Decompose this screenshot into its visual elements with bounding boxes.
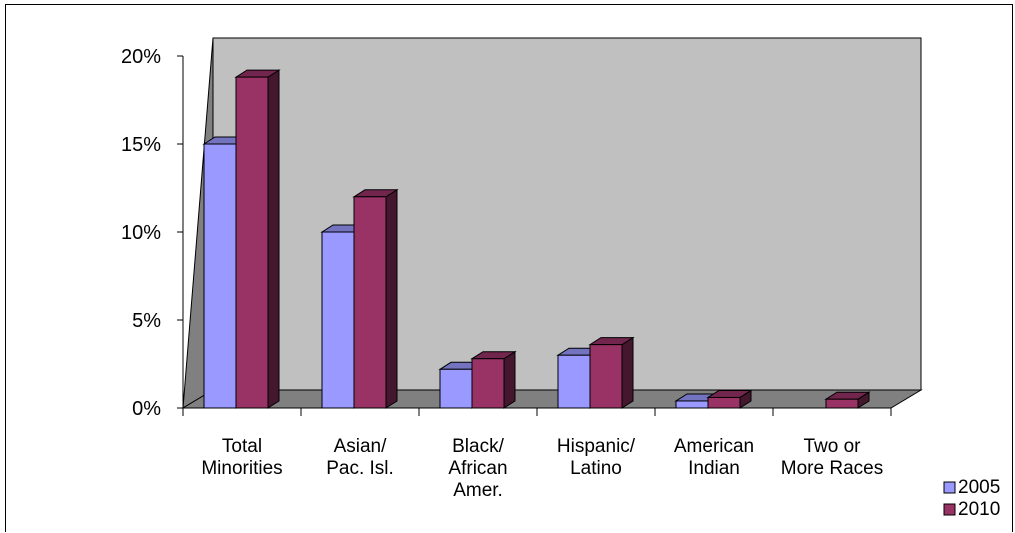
bar-front-face <box>675 400 709 409</box>
y-tick-label: 15% <box>121 134 161 156</box>
bar-front-face <box>707 396 741 409</box>
bar-front-face <box>471 358 505 409</box>
bar-2010 <box>588 336 635 409</box>
legend-label-2005: 2005 <box>958 477 1000 498</box>
category-label: American Indian <box>674 436 754 479</box>
category-label: Hispanic/Latino <box>557 436 636 479</box>
legend-swatch-2010 <box>943 503 956 516</box>
bar-2010 <box>824 391 871 409</box>
category-label: Two or More Races <box>781 436 883 479</box>
bar-front-face <box>203 143 237 409</box>
bar-front-face <box>439 368 473 409</box>
chart-frame <box>5 4 1013 532</box>
bar-front-face <box>557 354 591 409</box>
bar-side-face <box>385 188 398 409</box>
floor <box>181 389 923 409</box>
bar-front-face <box>589 344 623 409</box>
bar-side-face <box>267 69 280 409</box>
bar-side-face <box>621 336 634 409</box>
bar-front-face <box>825 398 859 409</box>
bar-2010 <box>470 350 517 409</box>
bar-side-face <box>503 350 516 409</box>
y-tick-label: 10% <box>121 222 161 244</box>
bar-2010 <box>234 69 281 409</box>
category-label: Asian/Pac. Isl. <box>326 436 394 479</box>
bar-front-face <box>353 196 387 409</box>
y-tick-label: 0% <box>132 398 161 420</box>
y-tick-label: 20% <box>121 46 161 68</box>
category-label: Total Minorities <box>201 436 282 479</box>
back-wall <box>212 37 922 391</box>
legend-swatch-2005 <box>943 481 956 494</box>
bar-2010 <box>706 389 753 409</box>
category-label: Black/African Amer. <box>448 436 507 501</box>
bar-front-face <box>321 231 355 409</box>
y-tick-label: 5% <box>132 310 161 332</box>
bar-2010 <box>352 188 399 409</box>
legend-label-2010: 2010 <box>958 499 1000 520</box>
bar-front-face <box>235 76 269 409</box>
